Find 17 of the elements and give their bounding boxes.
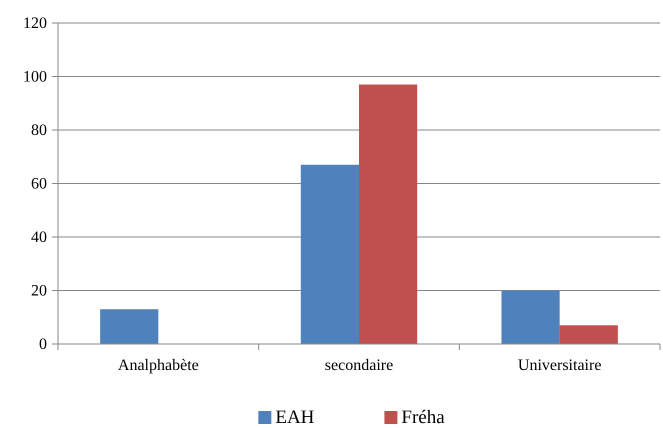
legend-label: Fréha [401,407,446,428]
x-tick-label: Analphabète [118,357,199,374]
bar [501,290,560,344]
bar [560,325,618,344]
y-tick-label: 20 [31,282,47,300]
y-tick-label: 80 [31,122,47,140]
y-tick-label: 120 [23,15,47,32]
y-tick-label: 100 [23,68,47,86]
y-tick-label: 0 [39,336,47,354]
bar [359,84,418,344]
x-tick-label: secondaire [324,357,394,374]
y-tick-label: 40 [31,229,47,246]
legend-label: EAH [275,407,315,428]
x-tick-label: Universitaire [518,357,602,374]
y-tick-label: 60 [31,176,47,193]
bar [300,164,359,344]
bar [100,309,158,344]
